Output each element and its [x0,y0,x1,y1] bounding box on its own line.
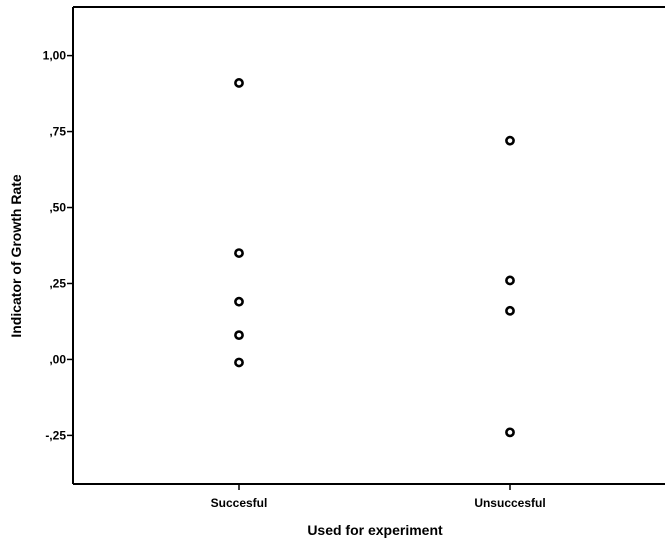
data-point [505,305,515,316]
y-tick-label: ,75 [49,125,66,139]
data-point [505,135,515,146]
y-axis: 1,00 ,75 ,50 ,25 ,00 -,25 [43,49,73,442]
data-point [505,427,515,438]
data-point [234,78,244,88]
y-tick-label: -,25 [45,428,66,442]
y-tick-label: 1,00 [43,49,67,63]
x-tick-label: Succesful [211,496,268,510]
x-tick-label: Unsuccesful [474,496,545,510]
x-axis-title: Used for experiment [307,522,443,538]
x-axis: Succesful Unsuccesful [211,484,546,510]
data-points [234,78,515,438]
y-axis-title: Indicator of Growth Rate [8,174,24,338]
data-point [505,275,515,286]
plot-frame [72,6,665,485]
y-tick-label: ,00 [49,352,66,366]
data-point [234,296,244,307]
y-tick-label: ,25 [49,276,66,290]
data-point [234,357,244,368]
data-point [234,248,244,258]
y-tick-label: ,50 [49,201,66,215]
data-point [234,330,244,341]
